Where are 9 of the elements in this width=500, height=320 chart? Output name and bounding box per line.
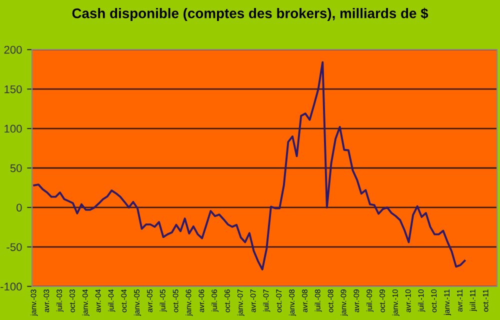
y-tick-label: 200 <box>4 46 22 54</box>
y-tick-label: -100 <box>0 282 22 291</box>
chart-title: Cash disponible (comptes des brokers), milliards de $ <box>72 8 428 21</box>
y-tick-label: 50 <box>10 164 22 172</box>
line-series <box>33 61 466 270</box>
y-tick-label: 100 <box>4 124 22 133</box>
y-tick-label: 0 <box>16 204 22 212</box>
y-tick-label: 150 <box>4 85 22 94</box>
y-tick-label: -50 <box>6 243 22 252</box>
